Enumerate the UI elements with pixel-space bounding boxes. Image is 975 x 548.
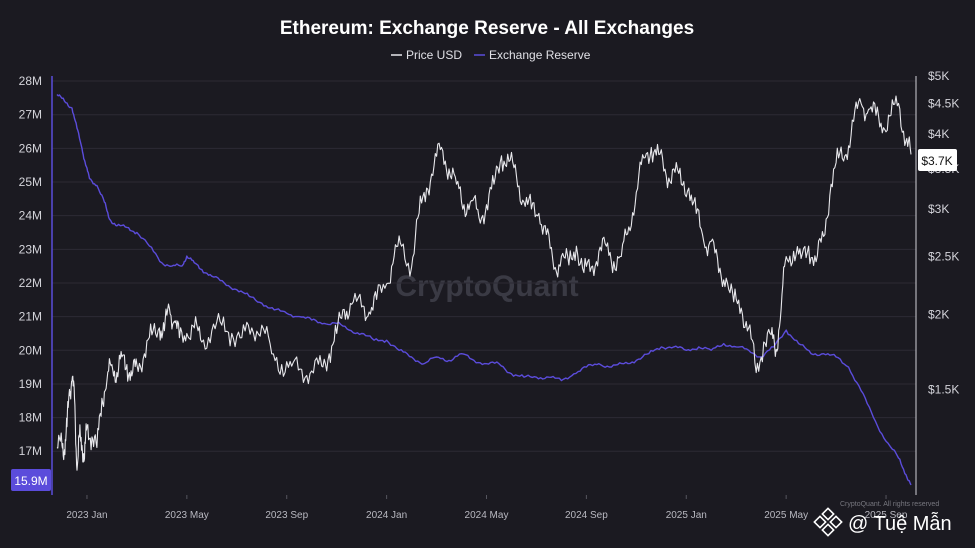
x-tick-label: 2025 Jan bbox=[666, 510, 707, 521]
left-tick-label: 24M bbox=[19, 209, 42, 223]
chart-title: Ethereum: Exchange Reserve - All Exchang… bbox=[280, 18, 694, 39]
binance-logo-icon bbox=[813, 507, 843, 537]
x-tick-label: 2023 May bbox=[165, 510, 209, 521]
current-reserve-badge bbox=[11, 469, 51, 491]
current-reserve-label: 15.9M bbox=[14, 474, 47, 488]
left-tick-label: 17M bbox=[19, 444, 42, 458]
x-tick-label: 2024 Jan bbox=[366, 510, 407, 521]
exchange-reserve-series bbox=[56, 94, 912, 486]
legend-price-label[interactable]: Price USD bbox=[406, 48, 462, 62]
current-reserve-marker: 15.9M bbox=[11, 469, 51, 491]
x-tick-label: 2025 May bbox=[764, 510, 808, 521]
left-tick-label: 18M bbox=[19, 411, 42, 425]
legend-reserve-label[interactable]: Exchange Reserve bbox=[489, 48, 591, 62]
right-tick-label: $2K bbox=[928, 308, 949, 322]
current-price-badge bbox=[918, 149, 957, 171]
left-tick-label: 20M bbox=[19, 343, 42, 357]
left-tick-label: 22M bbox=[19, 276, 42, 290]
current-price-label: $3.7K bbox=[921, 154, 952, 168]
price-usd-series bbox=[56, 95, 912, 471]
watermark: CryptoQuant bbox=[395, 270, 578, 303]
legend: Price USD Exchange Reserve bbox=[391, 48, 591, 62]
right-tick-label: $2.5K bbox=[928, 249, 959, 263]
current-price-marker: $3.7K bbox=[918, 149, 957, 171]
right-tick-label: $5K bbox=[928, 69, 949, 83]
x-tick-label: 2024 May bbox=[465, 510, 509, 521]
copyright-note: CryptoQuant. All rights reserved bbox=[840, 501, 939, 508]
grid-lines bbox=[52, 80, 916, 452]
left-tick-label: 26M bbox=[19, 141, 42, 155]
x-axis-ticks: 2023 Jan 2023 May 2023 Sep 2024 Jan 2024 May… bbox=[66, 495, 908, 521]
x-tick-label: 2025 Sep bbox=[865, 510, 908, 521]
left-axis-ticks: 17M 18M 19M 20M 21M 22M 23M 24M 25M 26M 27M 28M bbox=[19, 74, 42, 458]
right-tick-label: $4.5K bbox=[928, 96, 959, 110]
x-tick-label: 2023 Sep bbox=[265, 510, 308, 521]
left-tick-label: 27M bbox=[19, 108, 42, 122]
right-tick-label: $3K bbox=[928, 202, 949, 216]
x-tick-label: 2024 Sep bbox=[565, 510, 608, 521]
left-tick-label: 19M bbox=[19, 377, 42, 391]
right-axis-ticks: $1.5K$2K$2.5K$3K$3.5K$4K$4.5K$5K bbox=[928, 69, 959, 396]
right-tick-label: $1.5K bbox=[928, 382, 959, 396]
branding-logo: CryptoQuant. All rights reserved @ Tuệ M… bbox=[813, 501, 952, 537]
left-tick-label: 21M bbox=[19, 310, 42, 324]
x-tick-label: 2023 Jan bbox=[66, 510, 107, 521]
right-tick-label: $4K bbox=[928, 127, 949, 141]
left-tick-label: 28M bbox=[19, 74, 42, 88]
left-tick-label: 23M bbox=[19, 242, 42, 256]
left-tick-label: 25M bbox=[19, 175, 42, 189]
author-handle: @ Tuệ Mẫn bbox=[848, 512, 952, 535]
